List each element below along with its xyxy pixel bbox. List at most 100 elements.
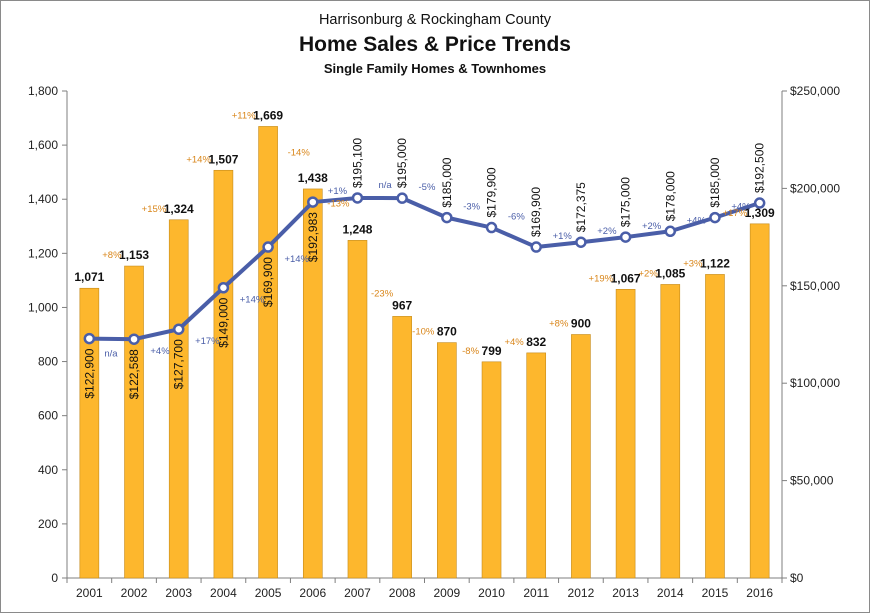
- price-value-label: $127,700: [172, 339, 186, 389]
- left-axis-tick-label: 1,600: [28, 138, 58, 152]
- bar-value-label: 1,507: [208, 152, 238, 166]
- price-point: [664, 225, 677, 238]
- x-axis-tick-label: 2008: [389, 586, 416, 600]
- price-point: [575, 236, 587, 248]
- bar: [168, 219, 189, 579]
- price-point: [351, 192, 364, 204]
- bar: [615, 289, 636, 579]
- price-change-label: n/a: [378, 180, 392, 191]
- bar: [660, 284, 681, 579]
- axes-layer: 0 200 400 600 800 1,000 1,200 1,400 1,600 1,800 $0…: [28, 84, 840, 600]
- bar-value-label: 1,248: [342, 222, 372, 236]
- bar: [481, 361, 502, 579]
- bar-value-label: 799: [482, 344, 502, 358]
- price-value-label: $185,000: [440, 157, 454, 207]
- bar-change-label: -8%: [462, 346, 479, 357]
- x-axis-tick-label: 2006: [299, 586, 326, 600]
- bar: [437, 342, 457, 579]
- bar: [302, 188, 323, 579]
- bar-change-label: -23%: [371, 288, 394, 299]
- bar: [571, 334, 591, 579]
- x-axis-tick-label: 2001: [76, 586, 103, 600]
- right-axis-tick-label: $50,000: [790, 474, 834, 488]
- right-axis-tick-label: $100,000: [790, 376, 840, 390]
- chart-subtitle-2: Single Family Homes & Townhomes: [323, 61, 547, 76]
- bar: [124, 265, 144, 579]
- price-value-label: $179,900: [485, 167, 499, 217]
- price-change-label: +1%: [553, 231, 573, 242]
- x-axis-tick-label: 2013: [612, 586, 639, 600]
- price-point: [619, 231, 632, 243]
- price-point: [262, 241, 274, 253]
- bar-change-label: +17%: [723, 208, 748, 219]
- price-change-label: +14%: [240, 295, 265, 306]
- price-point: [485, 221, 498, 234]
- x-axis-tick-label: 2003: [165, 586, 192, 600]
- x-axis-tick-label: 2004: [210, 586, 237, 600]
- price-line-layer: [83, 192, 766, 345]
- left-axis-tick-label: 1,200: [28, 246, 58, 260]
- price-point: [83, 332, 96, 345]
- bar-value-label: 900: [571, 317, 591, 331]
- x-axis-tick-label: 2016: [746, 586, 773, 600]
- price-point: [128, 333, 140, 345]
- bar: [749, 223, 770, 579]
- x-axis-tick-label: 2015: [702, 586, 729, 600]
- bar-value-label: 1,153: [119, 248, 149, 262]
- bar-change-label: +8%: [549, 319, 569, 330]
- price-value-label: $195,100: [350, 138, 364, 188]
- price-point: [441, 211, 453, 224]
- left-axis-tick-label: 1,000: [28, 300, 58, 314]
- price-value-label: $172,375: [574, 182, 588, 232]
- bar-change-label: -13%: [327, 198, 350, 209]
- bar-value-label: 1,085: [655, 266, 685, 280]
- price-change-label: +2%: [597, 226, 617, 237]
- bar-change-label: +3%: [683, 258, 703, 269]
- price-change-label: n/a: [104, 349, 118, 360]
- left-axis-tick-label: 1,400: [28, 192, 58, 206]
- bar-value-label: 1,324: [164, 202, 194, 216]
- x-axis-tick-label: 2002: [121, 586, 148, 600]
- price-change-label: +14%: [284, 254, 309, 265]
- x-axis-tick-label: 2012: [568, 586, 595, 600]
- bar-value-label: 1,309: [745, 206, 775, 220]
- price-value-label: $195,000: [395, 138, 409, 188]
- bar-change-label: +14%: [186, 154, 211, 165]
- price-change-label: +2%: [642, 221, 662, 232]
- price-line: [89, 195, 761, 342]
- bar: [347, 240, 368, 579]
- bar-change-label: +4%: [504, 337, 524, 348]
- price-change-label: -5%: [419, 182, 436, 193]
- left-axis-tick-label: 600: [38, 409, 58, 423]
- bar-value-label: 1,071: [74, 270, 104, 284]
- price-point: [307, 196, 319, 208]
- price-value-label: $169,900: [529, 187, 543, 237]
- left-axis-tick-label: 0: [51, 571, 58, 585]
- price-change-label: -3%: [463, 202, 480, 213]
- bar-change-label: +8%: [102, 250, 122, 261]
- right-axis-tick-label: $0: [790, 571, 804, 585]
- bar: [392, 316, 412, 579]
- left-axis-tick-label: 200: [38, 517, 58, 531]
- price-change-label: +1%: [328, 186, 348, 197]
- left-axis-tick-label: 400: [38, 463, 58, 477]
- bars-layer: [79, 126, 770, 579]
- bar-change-label: +15%: [142, 204, 167, 215]
- x-axis-tick-label: 2011: [523, 586, 549, 600]
- chart-subtitle: Home Sales & Price Trends: [299, 33, 571, 56]
- x-axis-tick-label: 2010: [478, 586, 505, 600]
- price-value-label: $185,000: [708, 157, 722, 207]
- price-change-label: +17%: [195, 336, 220, 347]
- price-value-label: $149,000: [216, 297, 230, 347]
- price-value-label: $192,500: [753, 143, 767, 193]
- chart-title: Harrisonburg & Rockingham County: [318, 12, 552, 28]
- bar-value-label: 1,438: [298, 171, 328, 185]
- left-axis-tick-label: 1,800: [28, 84, 58, 98]
- right-axis-tick-label: $150,000: [790, 279, 840, 293]
- x-axis-tick-label: 2009: [433, 586, 460, 600]
- price-value-label: $169,900: [261, 257, 275, 307]
- right-axis-tick-label: $200,000: [790, 181, 840, 195]
- bar: [705, 274, 725, 579]
- labels-layer: 1,071 1,153 1,324 1,507 1,669 1,438 1,248 967 87…: [74, 108, 775, 399]
